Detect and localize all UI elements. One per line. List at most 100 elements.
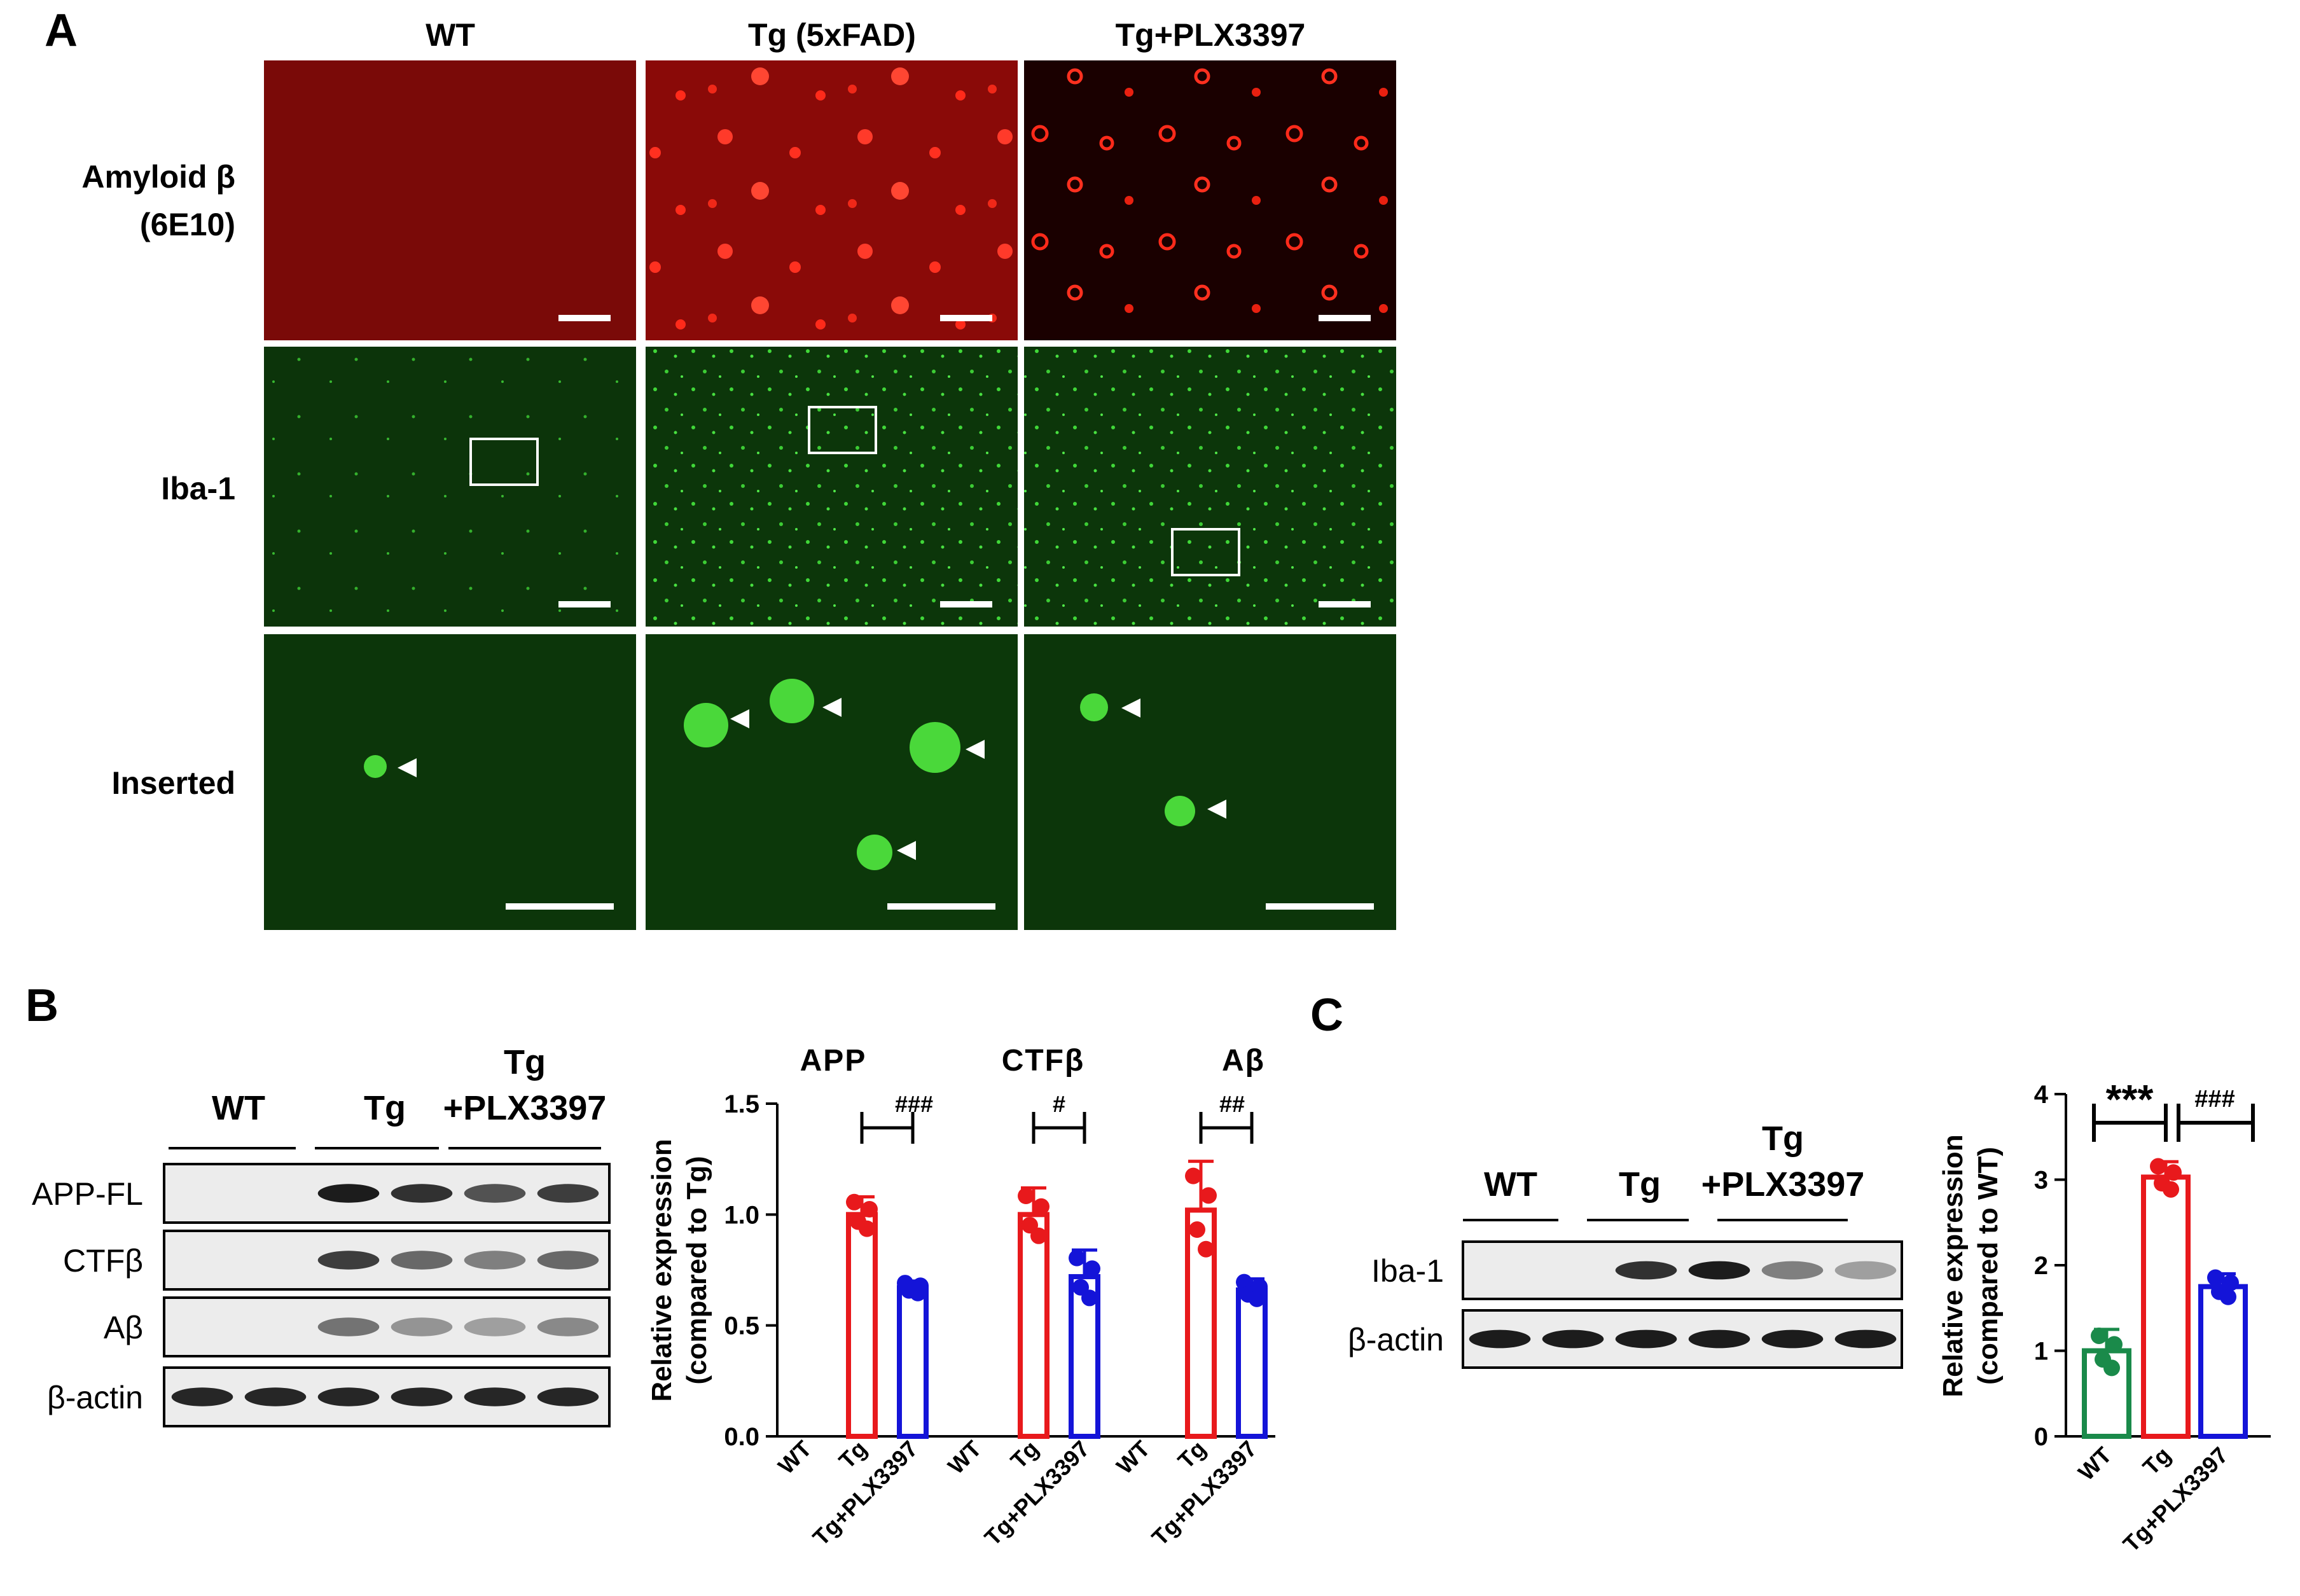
blot-b-band bbox=[537, 1251, 599, 1270]
micrograph-panel bbox=[646, 634, 1018, 930]
significance-bracket bbox=[2092, 1104, 2168, 1142]
data-point bbox=[2165, 1164, 2182, 1181]
micrograph-panel bbox=[264, 60, 636, 340]
scale-bar bbox=[940, 315, 992, 321]
significance-label: *** bbox=[2106, 1076, 2154, 1122]
y-tick-label: 4 bbox=[2034, 1081, 2049, 1109]
x-tick-label: Tg bbox=[1173, 1436, 1211, 1474]
micrograph-panel bbox=[1024, 634, 1396, 930]
significance-bracket bbox=[860, 1112, 915, 1144]
x-tick-label: WT bbox=[1111, 1436, 1155, 1480]
blot-c-row-label: β-actin bbox=[1348, 1322, 1444, 1357]
scale-bar bbox=[558, 315, 611, 321]
blot-b-group-label: Tg bbox=[364, 1089, 406, 1127]
column-header: Tg (5xFAD) bbox=[748, 17, 916, 53]
blot-b-band bbox=[391, 1317, 453, 1336]
blot-b-band bbox=[244, 1387, 307, 1406]
significance-bracket bbox=[1199, 1112, 1254, 1144]
micrograph-panel bbox=[646, 347, 1018, 627]
x-tick-label: WT bbox=[943, 1436, 987, 1480]
data-point bbox=[1189, 1221, 1205, 1239]
blot-c-group-label: Tg bbox=[1762, 1120, 1804, 1158]
y-axis-label: Relative expression bbox=[1937, 1134, 1969, 1397]
column-header: Tg+PLX3397 bbox=[1116, 17, 1306, 53]
row-label: Amyloid β bbox=[81, 159, 235, 195]
blot-c-band bbox=[1615, 1261, 1677, 1280]
y-tick-label: 1.5 bbox=[724, 1090, 759, 1118]
scale-bar bbox=[1319, 601, 1371, 607]
significance-label: # bbox=[1053, 1091, 1065, 1117]
blot-c-band bbox=[1469, 1329, 1531, 1349]
y-tick-label: 0.5 bbox=[724, 1312, 759, 1340]
microglia-cell bbox=[857, 835, 892, 870]
bar bbox=[2141, 1174, 2191, 1439]
scale-bar bbox=[1266, 903, 1374, 910]
blot-b-band bbox=[464, 1251, 526, 1270]
blot-b-row-label: APP-FL bbox=[32, 1176, 143, 1212]
microglia-cell bbox=[1165, 796, 1195, 826]
x-tick-label: Tg bbox=[1006, 1436, 1044, 1474]
significance-label: ### bbox=[2194, 1086, 2234, 1113]
data-point bbox=[859, 1220, 875, 1237]
bar bbox=[846, 1212, 878, 1440]
scale-bar bbox=[1319, 315, 1371, 321]
arrowhead-marker bbox=[1121, 698, 1140, 718]
row-label: Inserted bbox=[111, 765, 235, 801]
panel-label-c: C bbox=[1310, 990, 1343, 1041]
significance-label: ### bbox=[895, 1091, 933, 1117]
blot-b-group-label: WT bbox=[212, 1089, 265, 1127]
blot-b-band bbox=[537, 1387, 599, 1406]
y-tick-label: 0 bbox=[2034, 1423, 2048, 1451]
arrowhead-marker bbox=[897, 841, 916, 860]
microglia-cell bbox=[364, 755, 387, 778]
data-point bbox=[1084, 1260, 1100, 1277]
data-point bbox=[2103, 1359, 2120, 1377]
micrograph-panel bbox=[1024, 347, 1396, 627]
y-axis-label: (compared to WT) bbox=[1972, 1147, 2004, 1385]
blot-b-group-label: Tg bbox=[504, 1043, 546, 1081]
bar bbox=[2198, 1284, 2248, 1439]
significance-bracket bbox=[2177, 1104, 2255, 1142]
group-title: Aβ bbox=[1222, 1044, 1265, 1078]
blot-b-band bbox=[464, 1317, 526, 1336]
y-axis-label: (compared to Tg) bbox=[681, 1156, 712, 1384]
blot-c-group-label: +PLX3397 bbox=[1701, 1165, 1865, 1204]
data-point bbox=[846, 1193, 862, 1211]
blot-b-group-label: +PLX3397 bbox=[443, 1089, 607, 1127]
x-tick-label: Tg bbox=[834, 1436, 872, 1474]
micrograph-panel bbox=[264, 634, 636, 930]
blot-b-band bbox=[537, 1184, 599, 1203]
blot-b-blot-strip bbox=[163, 1230, 611, 1291]
blot-c-band bbox=[1615, 1329, 1677, 1349]
x-tick-label: Tg+PLX3397 bbox=[2118, 1442, 2233, 1557]
data-point bbox=[2163, 1181, 2179, 1198]
microglia-cell bbox=[1080, 693, 1108, 721]
data-point bbox=[1081, 1289, 1098, 1307]
row-label: (6E10) bbox=[140, 207, 235, 242]
arrowhead-marker bbox=[730, 709, 749, 728]
data-point bbox=[2207, 1269, 2224, 1286]
x-tick-label: WT bbox=[2073, 1442, 2117, 1486]
blot-b-band bbox=[391, 1251, 453, 1270]
data-point bbox=[1249, 1290, 1265, 1307]
blot-b-blot-strip bbox=[163, 1366, 611, 1427]
scale-bar bbox=[506, 903, 614, 910]
blot-b-band bbox=[317, 1317, 380, 1336]
blot-b-band bbox=[317, 1251, 380, 1270]
data-point bbox=[2091, 1327, 2107, 1344]
data-point bbox=[2106, 1336, 2123, 1353]
data-point bbox=[1033, 1198, 1050, 1215]
blot-c-band bbox=[1761, 1261, 1824, 1280]
data-point bbox=[1069, 1249, 1085, 1266]
scale-bar bbox=[940, 601, 992, 607]
blot-c-band bbox=[1834, 1261, 1897, 1280]
blot-c-row-label: Iba-1 bbox=[1371, 1253, 1444, 1289]
y-tick-label: 0.0 bbox=[724, 1423, 759, 1451]
arrowhead-marker bbox=[822, 698, 842, 717]
blot-b-band bbox=[464, 1184, 526, 1203]
blot-b-band bbox=[317, 1387, 380, 1406]
group-title: APP bbox=[800, 1044, 867, 1078]
significance-label: ## bbox=[1219, 1091, 1245, 1117]
blot-c-band bbox=[1834, 1329, 1897, 1349]
blot-c-blot-strip bbox=[1462, 1240, 1903, 1300]
